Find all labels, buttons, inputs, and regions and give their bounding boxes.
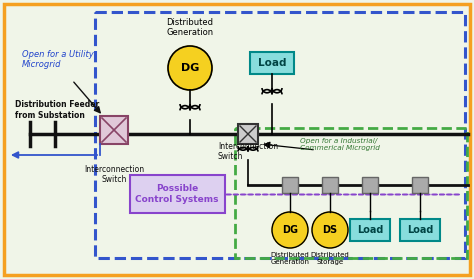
Text: DG: DG <box>282 225 298 235</box>
Text: Load: Load <box>258 58 286 68</box>
Circle shape <box>272 212 308 248</box>
FancyBboxPatch shape <box>350 219 390 241</box>
Text: DG: DG <box>181 63 199 73</box>
Text: Load: Load <box>357 225 383 235</box>
FancyBboxPatch shape <box>400 219 440 241</box>
Text: Interconnection
Switch: Interconnection Switch <box>218 142 278 161</box>
FancyBboxPatch shape <box>412 177 428 193</box>
Text: DS: DS <box>322 225 337 235</box>
FancyBboxPatch shape <box>4 4 470 275</box>
FancyBboxPatch shape <box>282 177 298 193</box>
Text: Open for a Utility
Microgrid: Open for a Utility Microgrid <box>22 50 94 69</box>
Text: Possible
Control Systems: Possible Control Systems <box>135 184 219 204</box>
Text: Distribution Feeder
from Substation: Distribution Feeder from Substation <box>15 100 99 120</box>
FancyBboxPatch shape <box>322 177 338 193</box>
FancyBboxPatch shape <box>250 52 294 74</box>
Text: Distributed
Generation: Distributed Generation <box>166 18 214 37</box>
Text: Distributed
Generation: Distributed Generation <box>271 252 310 265</box>
FancyBboxPatch shape <box>238 124 258 144</box>
Text: Interconnection
Switch: Interconnection Switch <box>84 165 144 184</box>
Text: Load: Load <box>407 225 433 235</box>
Text: Open for a Industrial/
Commerical Microgrid: Open for a Industrial/ Commerical Microg… <box>300 138 380 151</box>
Circle shape <box>312 212 348 248</box>
FancyBboxPatch shape <box>130 175 225 213</box>
FancyBboxPatch shape <box>100 116 128 144</box>
Circle shape <box>168 46 212 90</box>
FancyBboxPatch shape <box>362 177 378 193</box>
Text: Distributed
Storage: Distributed Storage <box>310 252 349 265</box>
